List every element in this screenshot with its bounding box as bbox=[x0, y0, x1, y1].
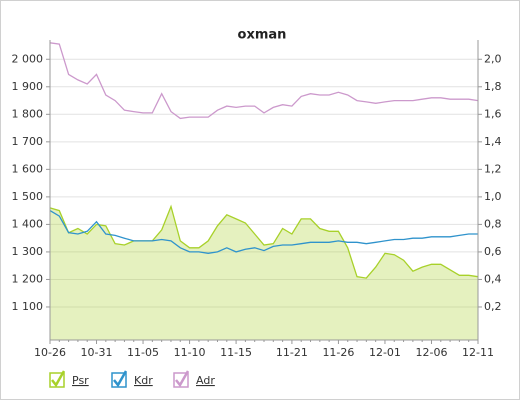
y-tick-label: 1 900 bbox=[12, 80, 44, 93]
y-tick-label: 1 500 bbox=[12, 190, 44, 203]
x-tick-label: 12-11 bbox=[462, 346, 494, 359]
y2-tick-label: 1,6 bbox=[484, 107, 502, 120]
x-tick-label: 10-26 bbox=[34, 346, 66, 359]
y2-tick-label: 2,0 bbox=[484, 52, 502, 65]
x-tick-label: 10-31 bbox=[81, 346, 113, 359]
y2-tick-label: 1,0 bbox=[484, 190, 502, 203]
x-tick-label: 11-21 bbox=[276, 346, 308, 359]
legend-item[interactable]: Psr bbox=[49, 370, 89, 388]
legend-check bbox=[175, 370, 190, 388]
y-tick-label: 1 300 bbox=[12, 245, 44, 258]
chart-title: oxman bbox=[238, 28, 287, 43]
y-tick-label: 2 000 bbox=[12, 52, 44, 65]
series-line bbox=[49, 204, 479, 279]
y-tick-label: 1 100 bbox=[12, 300, 44, 313]
x-tick-label: 11-26 bbox=[322, 346, 354, 359]
series-line bbox=[49, 210, 478, 254]
legend-check bbox=[113, 370, 128, 388]
y2-tick-label: 0,2 bbox=[484, 300, 502, 313]
y2-tick-label: 1,2 bbox=[484, 162, 502, 175]
y2-tick-label: 0,6 bbox=[484, 245, 502, 258]
legend-item[interactable]: Adr bbox=[173, 370, 215, 388]
x-tick-label: 12-06 bbox=[415, 346, 447, 359]
y-tick-label: 1 700 bbox=[12, 135, 44, 148]
x-tick-label: 11-15 bbox=[220, 346, 252, 359]
y2-tick-label: 0,8 bbox=[484, 217, 502, 230]
legend-label: Psr bbox=[72, 374, 89, 387]
legend-check bbox=[51, 370, 66, 388]
x-tick-label: 11-10 bbox=[174, 346, 206, 359]
y-tick-label: 1 800 bbox=[12, 107, 44, 120]
legend-label: Adr bbox=[196, 374, 215, 387]
y-tick-label: 1 400 bbox=[12, 217, 44, 230]
x-tick-label: 11-05 bbox=[127, 346, 159, 359]
y-tick-label: 1 200 bbox=[12, 272, 44, 285]
x-tick-label: 12-01 bbox=[369, 346, 401, 359]
series-line bbox=[49, 42, 479, 120]
y2-tick-label: 1,8 bbox=[484, 80, 502, 93]
legend-item[interactable]: Kdr bbox=[111, 370, 153, 388]
y2-tick-label: 1,4 bbox=[484, 135, 502, 148]
legend-label: Kdr bbox=[134, 374, 153, 387]
y-tick-label: 1 600 bbox=[12, 162, 44, 175]
y2-tick-label: 0,4 bbox=[484, 272, 502, 285]
